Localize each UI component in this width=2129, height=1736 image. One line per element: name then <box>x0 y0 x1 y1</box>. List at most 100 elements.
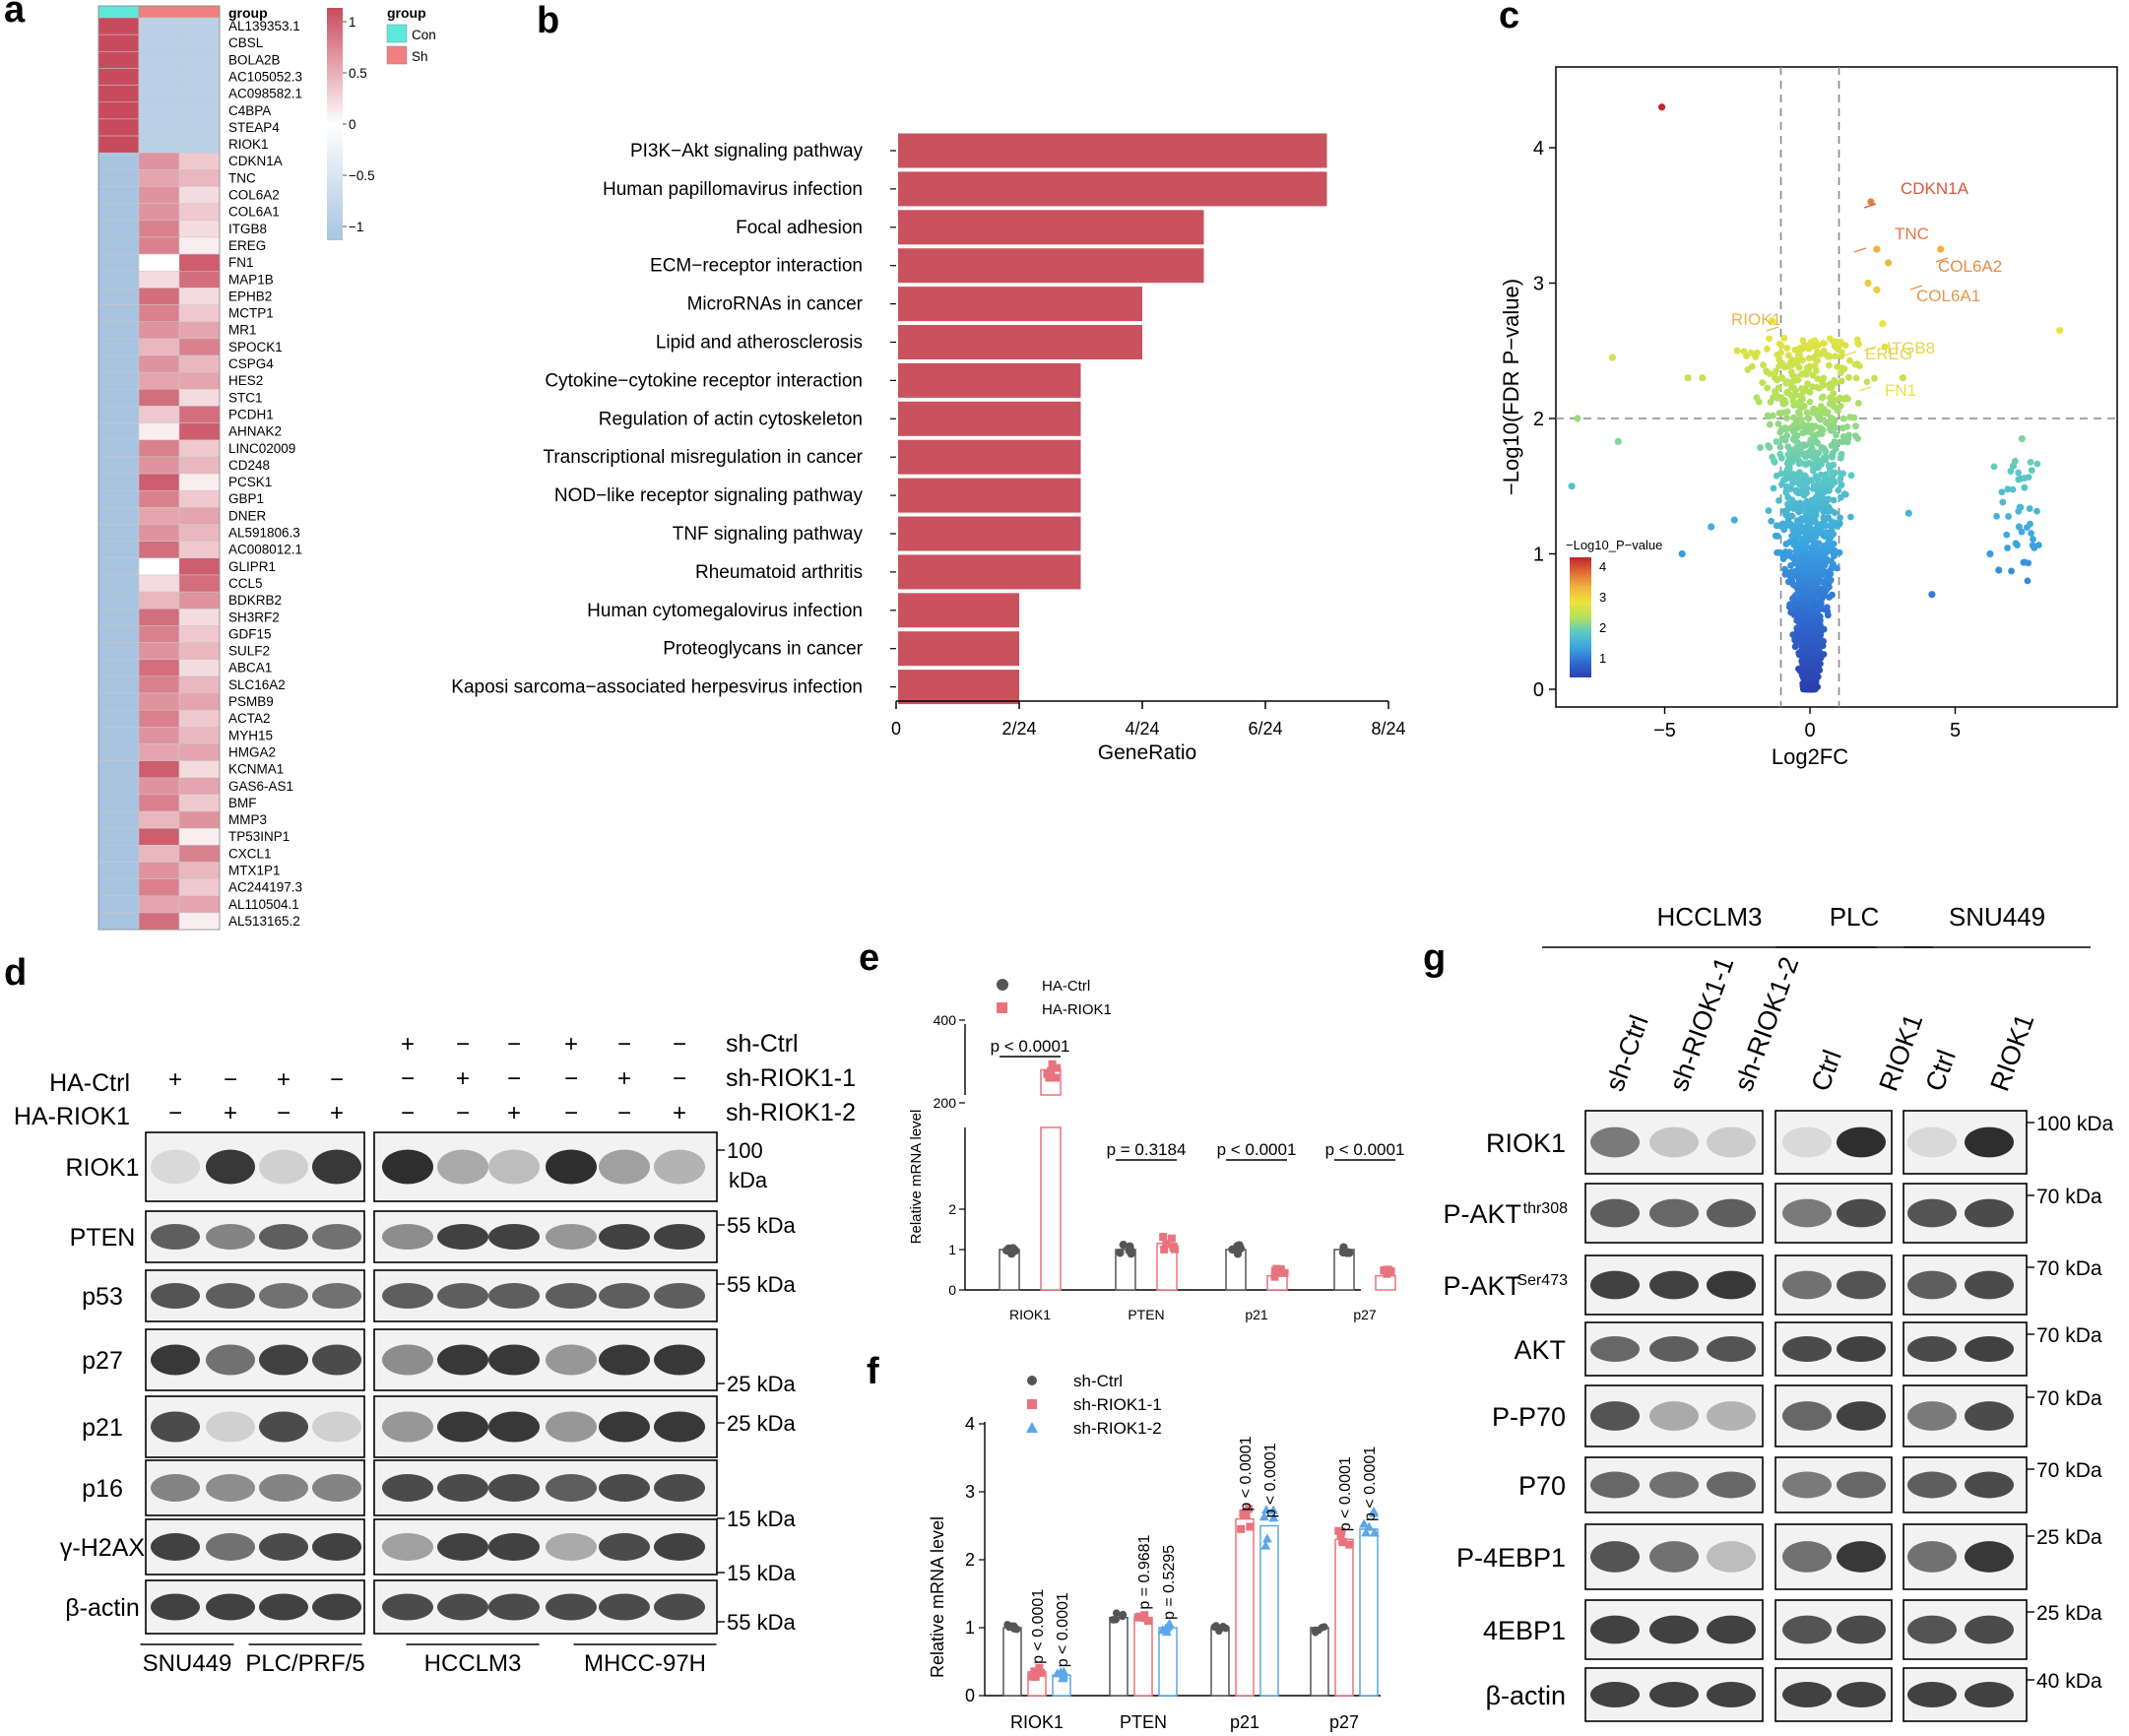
volcano-point <box>1699 374 1707 382</box>
y-tick-label: 3 <box>965 1482 975 1502</box>
kegg-bar <box>898 439 1081 475</box>
volcano-point <box>1799 611 1807 619</box>
heatmap-cell <box>97 220 140 238</box>
protein-band <box>1907 1336 1957 1362</box>
volcano-gene-label: COL6A2 <box>1938 257 2002 276</box>
volcano-point <box>1839 415 1847 422</box>
protein-band <box>151 1533 200 1561</box>
kegg-bar <box>898 133 1327 168</box>
volcano-point <box>2012 540 2020 547</box>
volcano-point <box>1817 403 1825 410</box>
volcano-point <box>1852 432 1859 440</box>
gene-label: COL6A1 <box>228 205 280 220</box>
volcano-point <box>1678 549 1686 558</box>
protein-band <box>1907 1126 1957 1158</box>
gene-label: PCDH1 <box>228 407 274 421</box>
volcano-point <box>1786 601 1794 609</box>
group-legend-label: Sh <box>412 49 428 64</box>
heatmap-cell <box>138 743 180 761</box>
volcano-point <box>2033 507 2040 515</box>
kegg-bar <box>898 554 1081 590</box>
volcano-point <box>1823 556 1831 563</box>
volcano-point <box>1904 509 1912 517</box>
volcano-point <box>1791 346 1799 354</box>
volcano-point <box>1776 428 1784 436</box>
treatment-sign: + <box>673 1100 686 1126</box>
label-leader-line <box>1863 346 1877 352</box>
heatmap-cell <box>138 473 180 491</box>
protein-band <box>1707 1615 1756 1644</box>
gene-label: KCNMA1 <box>228 762 284 777</box>
volcano-point <box>1802 524 1809 532</box>
volcano-point <box>1787 523 1795 530</box>
heatmap-cell <box>97 541 140 559</box>
volcano-point <box>1809 561 1816 569</box>
x-axis-label: GeneRatio <box>1098 741 1196 764</box>
volcano-point <box>1777 454 1785 462</box>
treatment-sign: − <box>617 1031 631 1058</box>
protein-band <box>1707 1682 1756 1707</box>
protein-band <box>1707 1126 1756 1158</box>
kegg-bar <box>898 248 1204 284</box>
gene-label: FN1 <box>228 255 254 270</box>
volcano-point <box>1763 368 1771 376</box>
y-tick-label: 400 <box>934 1012 957 1028</box>
protein-band <box>1965 1270 2014 1300</box>
heatmap-cell <box>178 709 221 728</box>
protein-band <box>654 1283 705 1309</box>
gene-label: MYH15 <box>228 728 273 742</box>
heatmap-cell <box>138 354 180 373</box>
volcano-point <box>2028 530 2034 537</box>
heatmap-cell <box>138 609 180 626</box>
protein-band <box>1782 1401 1832 1431</box>
x-tick-label: 2/24 <box>1001 719 1036 739</box>
heatmap-cell <box>178 727 221 744</box>
treatment-sign: − <box>456 1100 470 1126</box>
protein-band <box>1907 1541 1957 1573</box>
heatmap-cell <box>178 760 221 778</box>
heatmap-cell <box>97 912 140 931</box>
protein-band <box>312 1411 361 1443</box>
volcano-point <box>1776 548 1783 556</box>
treatment-sign: − <box>277 1100 290 1126</box>
protein-band <box>654 1149 705 1185</box>
volcano-point <box>1830 425 1838 433</box>
protein-band <box>546 1344 597 1376</box>
heatmap-cell <box>138 794 180 812</box>
category-label: p21 <box>1230 1712 1259 1732</box>
data-point <box>1228 1245 1237 1254</box>
protein-label: P-AKT <box>1443 1199 1521 1229</box>
volcano-point <box>1793 601 1801 609</box>
protein-band <box>1649 1336 1699 1362</box>
heatmap-cell <box>178 692 221 711</box>
y-axis-label: −Log10(FDR P−value) <box>1499 279 1523 495</box>
volcano-point <box>1814 663 1822 671</box>
data-point <box>1236 1244 1246 1254</box>
data-point <box>1268 1505 1279 1514</box>
volcano-point <box>1811 495 1819 503</box>
heatmap-cell <box>178 389 221 407</box>
cell-line-label: HCCLM3 <box>424 1650 522 1677</box>
data-point <box>1246 1522 1255 1531</box>
heatmap-cell <box>178 68 221 86</box>
protein-band <box>382 1533 433 1561</box>
volcano-point <box>1759 379 1767 387</box>
volcano-point <box>1813 549 1821 557</box>
volcano-point <box>1774 376 1781 384</box>
heatmap-cell <box>97 524 140 542</box>
data-point <box>1160 1245 1169 1254</box>
data-point <box>1116 1249 1125 1257</box>
heatmap-cell <box>178 439 221 458</box>
protein-band <box>1590 1126 1640 1158</box>
heatmap-cell <box>97 574 140 593</box>
gene-label: ACTA2 <box>228 711 271 726</box>
volcano-point <box>1805 366 1812 374</box>
volcano-point <box>1826 465 1834 473</box>
legend-label: HA-Ctrl <box>1042 978 1090 995</box>
bar-ctrl <box>1210 1627 1230 1697</box>
panel-letter-f: f <box>867 1351 879 1392</box>
volcano-point <box>1789 500 1797 507</box>
gene-label: AC244197.3 <box>228 880 302 895</box>
heatmap-cell <box>178 17 221 35</box>
